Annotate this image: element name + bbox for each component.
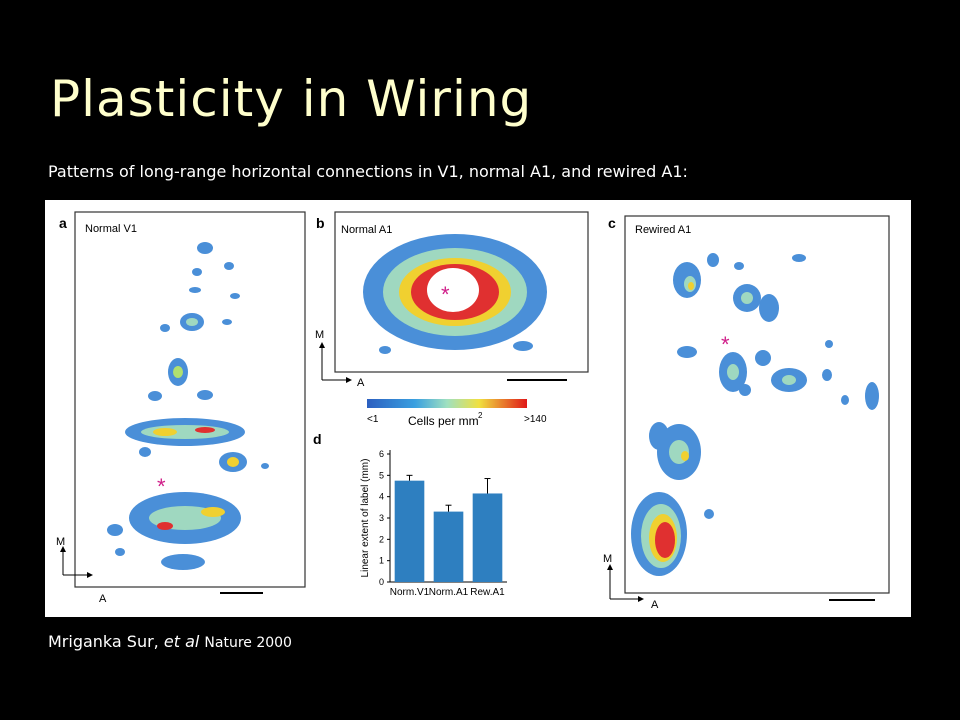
slide-subtitle: Patterns of long-range horizontal connec… [48, 162, 688, 181]
y-axis-label: Linear extent of label (mm) [360, 459, 371, 578]
colorbar [367, 399, 527, 408]
bar-chart: 0 1 2 3 4 5 6 Linear extent of label (mm) Norm.V… [360, 449, 507, 598]
y-tick-label: 0 [379, 577, 384, 587]
panel-a-heatmap [107, 242, 269, 570]
colorbar-min: <1 [367, 414, 379, 425]
category-label: Rew.A1 [470, 587, 505, 598]
y-tick-label: 5 [379, 470, 384, 480]
category-label: Norm.V1 [390, 587, 430, 598]
category-label: Norm.A1 [429, 587, 469, 598]
citation-journal: Nature 2000 [204, 635, 292, 651]
slide-title: Plasticity in Wiring [50, 70, 533, 128]
panel-c-injection-marker: * [721, 332, 730, 357]
y-tick-label: 4 [379, 492, 384, 502]
panel-c-axis-a: A [651, 599, 659, 611]
bar-norm-a1 [433, 511, 464, 582]
panel-a-axes [60, 546, 263, 594]
panel-d-letter: d [313, 431, 322, 447]
y-tick-label: 1 [379, 556, 384, 566]
y-tick-label: 2 [379, 534, 384, 544]
panel-c-axis-m: M [603, 553, 612, 565]
panel-b-axis-m: M [315, 329, 324, 341]
bar-norm-v1 [394, 480, 425, 582]
y-tick-label: 6 [379, 449, 384, 459]
bar-rew-a1 [472, 493, 503, 582]
panel-c-axes [607, 564, 875, 602]
panel-a-axis-m: M [56, 536, 65, 548]
colorbar-label: Cells per mm [408, 414, 479, 428]
panel-b-axis-a: A [357, 377, 365, 389]
panel-b-title: Normal A1 [341, 224, 392, 236]
citation-author: Mriganka Sur, [48, 632, 164, 651]
panel-b-injection-marker: * [441, 282, 450, 307]
panel-a-injection-marker: * [157, 474, 166, 499]
panel-c-heatmap [631, 253, 879, 576]
citation-etal: et al [163, 632, 200, 651]
figure-svg: a Normal V1 * [56, 211, 890, 611]
colorbar-label-exponent: 2 [478, 411, 483, 420]
panel-a-letter: a [59, 215, 67, 231]
citation: Mriganka Sur, et al Nature 2000 [48, 632, 292, 651]
panel-b-heatmap [363, 234, 547, 354]
panel-a-frame [74, 211, 306, 588]
figure: a Normal V1 * [45, 200, 911, 617]
panel-a-axis-a: A [99, 593, 107, 605]
panel-c-frame [624, 215, 890, 594]
panel-b-letter: b [316, 215, 325, 231]
y-tick-label: 3 [379, 513, 384, 523]
panel-c-letter: c [608, 215, 616, 231]
colorbar-max: >140 [524, 414, 547, 425]
panel-b-frame [334, 211, 589, 373]
panel-b-axes [319, 342, 567, 383]
panel-a-title: Normal V1 [85, 223, 137, 235]
panel-c-title: Rewired A1 [635, 224, 691, 236]
